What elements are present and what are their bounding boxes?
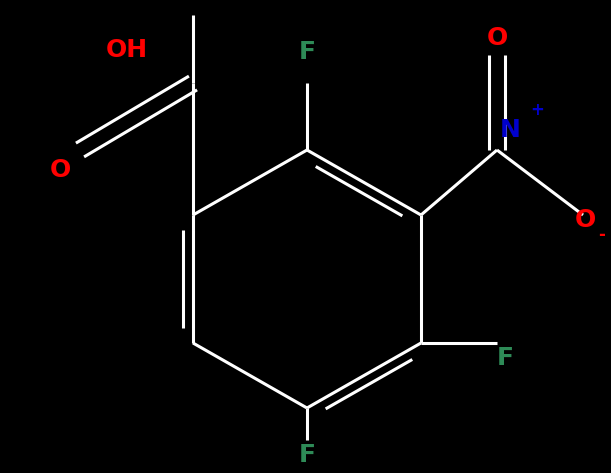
Text: OH: OH	[106, 38, 148, 62]
Text: -: -	[598, 226, 605, 244]
Text: O: O	[575, 208, 596, 232]
Text: N: N	[500, 118, 521, 142]
Text: F: F	[497, 346, 514, 370]
Text: O: O	[486, 26, 508, 50]
Text: +: +	[530, 101, 544, 119]
Text: F: F	[299, 443, 315, 467]
Text: O: O	[49, 158, 71, 182]
Text: F: F	[299, 40, 315, 64]
